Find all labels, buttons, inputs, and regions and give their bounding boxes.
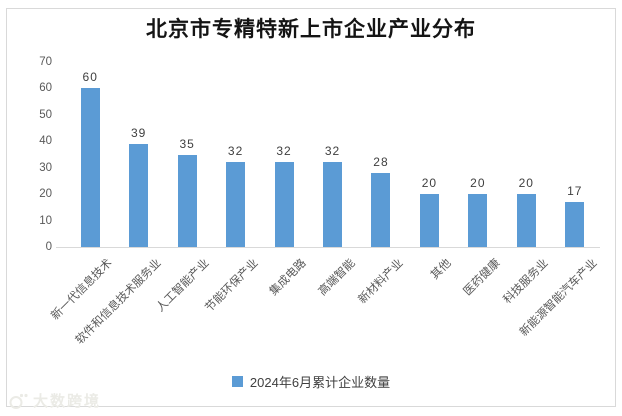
bar-value-label: 20 xyxy=(470,176,486,191)
legend: 2024年6月累计企业数量 xyxy=(0,372,622,391)
bar xyxy=(274,162,294,247)
bar-value-label: 39 xyxy=(130,125,147,140)
bar xyxy=(226,162,246,247)
y-tick-label: 10 xyxy=(39,214,52,227)
bar xyxy=(177,154,197,247)
bar xyxy=(468,194,488,247)
bar-value-label: 20 xyxy=(421,176,438,191)
y-tick-label: 50 xyxy=(39,108,52,121)
bar-value-label: 35 xyxy=(179,136,195,151)
bar xyxy=(419,194,439,247)
y-tick-label: 30 xyxy=(39,161,52,174)
bar xyxy=(371,173,391,247)
legend-label: 2024年6月累计企业数量 xyxy=(249,375,391,390)
chart-frame xyxy=(6,8,616,407)
bar-value-label: 32 xyxy=(276,144,292,159)
bar-value-label: 17 xyxy=(567,184,583,199)
legend-swatch xyxy=(231,376,243,387)
bar-value-label: 28 xyxy=(373,155,389,169)
bar-value-label: 32 xyxy=(227,144,244,159)
chart-title: 北京市专精特新上市企业产业分布 xyxy=(146,18,476,41)
x-axis-line xyxy=(56,247,600,248)
y-tick-label: 20 xyxy=(39,188,52,201)
y-tick-label: 60 xyxy=(39,82,52,95)
bar-value-label: 32 xyxy=(324,144,341,159)
bar xyxy=(323,162,342,247)
bar xyxy=(129,143,149,247)
bar-value-label: 60 xyxy=(82,70,98,85)
bar-value-label: 20 xyxy=(518,176,534,191)
y-tick-label: 40 xyxy=(39,135,52,148)
y-tick-label: 70 xyxy=(39,56,52,68)
bar xyxy=(565,202,585,247)
bar xyxy=(516,194,536,247)
bar xyxy=(80,88,100,247)
y-tick-label: 0 xyxy=(45,241,52,253)
